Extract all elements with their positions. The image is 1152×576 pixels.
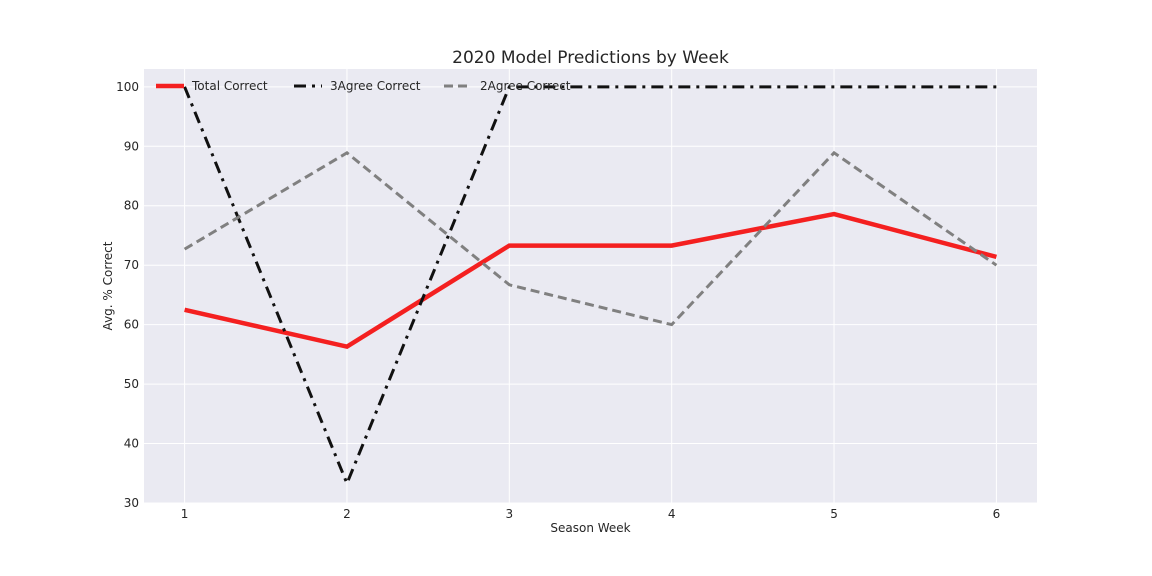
y-tick-label: 70 — [124, 258, 139, 272]
x-tick-label: 2 — [343, 507, 351, 521]
x-tick-label: 4 — [668, 507, 676, 521]
series-line-2 — [183, 85, 997, 488]
y-axis-label: Avg. % Correct — [101, 241, 115, 330]
legend-label: 3Agree Correct — [330, 79, 421, 93]
y-tick-label: 80 — [124, 199, 139, 213]
x-tick-label: 3 — [505, 507, 513, 521]
y-tick-label: 100 — [116, 80, 139, 94]
plot-area — [144, 69, 1037, 503]
x-tick-label: 1 — [181, 507, 189, 521]
x-axis-label: Season Week — [550, 521, 630, 535]
y-tick-label: 60 — [124, 318, 139, 332]
series-line-3 — [183, 150, 998, 327]
series-line-1 — [184, 211, 997, 350]
y-tick-label: 90 — [124, 139, 139, 153]
x-tick-label: 5 — [830, 507, 838, 521]
y-tick-label: 50 — [124, 377, 139, 391]
y-tick-label: 40 — [124, 437, 139, 451]
legend-label: Total Correct — [191, 79, 268, 93]
tick-labels: 1 2 3 4 5 6 30 40 50 60 70 80 90 100 — [116, 80, 1000, 521]
series-lines — [183, 85, 998, 488]
legend-label: 2Agree Correct — [480, 79, 571, 93]
chart-title: 2020 Model Predictions by Week — [452, 48, 729, 68]
x-tick-label: 6 — [993, 507, 1001, 521]
y-tick-label: 30 — [124, 496, 139, 510]
legend: Total Correct 3Agree Correct 2Agree Correc… — [156, 79, 571, 93]
